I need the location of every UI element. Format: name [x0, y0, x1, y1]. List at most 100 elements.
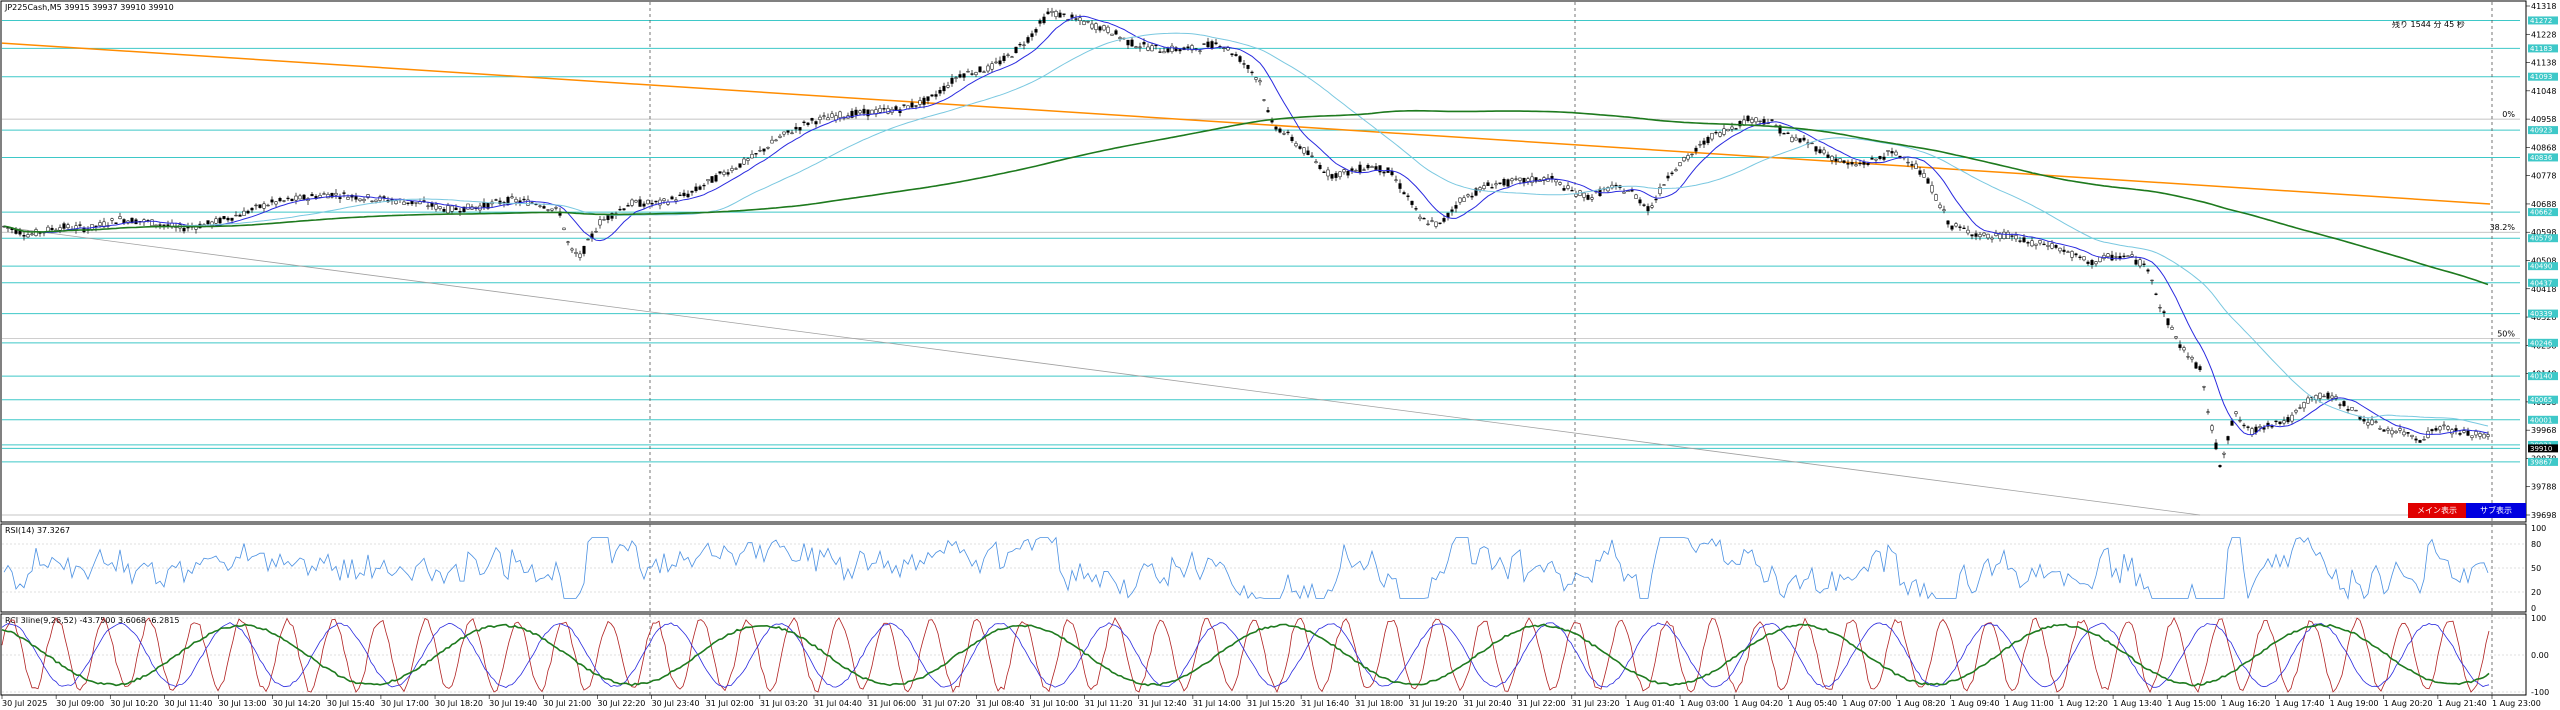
candle-body	[1450, 209, 1454, 212]
candle-body	[2202, 386, 2206, 388]
candle-body	[818, 116, 822, 120]
candle-body	[566, 241, 570, 243]
level-tag	[2528, 44, 2558, 53]
candle-body	[2414, 438, 2418, 441]
candle-body	[2418, 440, 2422, 443]
candle-body	[1870, 157, 1874, 160]
candle-body	[358, 198, 362, 201]
candle-body	[162, 224, 166, 226]
level-tag-label: 40923	[2530, 127, 2552, 135]
candle-body	[1550, 175, 1554, 179]
candle-body	[2118, 256, 2122, 259]
candle-body	[334, 192, 338, 196]
level-tag-label: 40437	[2530, 279, 2552, 287]
candle-body	[2242, 424, 2246, 427]
candle-body	[674, 199, 678, 202]
candle-body	[2174, 336, 2178, 339]
candle-body	[726, 172, 730, 175]
candle-body	[2326, 392, 2330, 399]
level-tag	[2528, 372, 2558, 381]
candle-body	[1190, 45, 1194, 51]
candle-body	[218, 217, 222, 224]
candle-body	[182, 228, 186, 232]
candle-body	[30, 233, 34, 236]
candle-body	[1110, 33, 1114, 36]
candle-body	[770, 139, 774, 144]
candle-body	[1358, 164, 1362, 173]
candle-body	[650, 202, 654, 205]
candle-body	[514, 199, 518, 203]
candle-body	[442, 208, 446, 212]
time-tick-label: 31 Jul 15:20	[1247, 699, 1295, 708]
candle-body	[1226, 47, 1230, 51]
candle-body	[1446, 212, 1450, 218]
candle-body	[2098, 256, 2102, 263]
candle-body	[2318, 392, 2322, 399]
candle-body	[1958, 226, 1962, 228]
main-view-button[interactable]: メイン表示	[2408, 503, 2466, 518]
candle-body	[1678, 162, 1682, 167]
candle-body	[2006, 231, 2010, 239]
candle-body	[786, 130, 790, 133]
candle-body	[994, 61, 998, 64]
price-tick-label: 40418	[2531, 285, 2556, 294]
candle-body	[710, 176, 714, 183]
candle-body	[574, 252, 578, 254]
candle-body	[226, 217, 230, 221]
candle-body	[118, 216, 122, 219]
candle-body	[2050, 243, 2054, 249]
candle-body	[330, 192, 334, 198]
time-tick-label: 31 Jul 16:40	[1301, 699, 1349, 708]
candle-body	[1638, 199, 1642, 204]
candle-body	[910, 102, 914, 108]
candle-body	[1062, 13, 1066, 15]
candle-body	[1022, 44, 1026, 46]
candle-body	[262, 203, 266, 209]
candle-body	[90, 224, 94, 230]
candle-body	[570, 248, 574, 251]
sub-view-button-label: サブ表示	[2480, 505, 2512, 515]
candle-body	[1314, 161, 1318, 164]
candle-body	[366, 194, 370, 198]
candle-body	[2478, 433, 2482, 437]
candle-body	[1738, 121, 1742, 127]
candle-body	[370, 200, 374, 203]
candle-body	[1850, 162, 1854, 165]
time-tick-label: 1 Aug 19:00	[2330, 699, 2379, 708]
candle-body	[2114, 256, 2118, 258]
candle-body	[606, 215, 610, 220]
candle-body	[1786, 132, 1790, 134]
time-tick-label: 1 Aug 05:40	[1788, 699, 1837, 708]
candle-body	[210, 221, 214, 226]
main-panel[interactable]	[0, 0, 2527, 523]
candle-body	[694, 186, 698, 192]
candle-body	[1718, 132, 1722, 137]
candle-body	[2406, 432, 2410, 434]
candle-body	[938, 90, 942, 94]
level-tag	[2528, 126, 2558, 135]
candle-body	[1994, 233, 1998, 236]
level-tag-label: 40662	[2530, 209, 2552, 217]
candle-body	[1586, 195, 1590, 200]
rci-panel[interactable]	[0, 613, 2527, 696]
candle-body	[2014, 235, 2018, 240]
candle-body	[1406, 195, 1410, 198]
candle-body	[362, 199, 366, 202]
price-tick-label: 41138	[2531, 59, 2556, 68]
candle-body	[1686, 155, 1690, 160]
time-tick-label: 30 Jul 17:00	[381, 699, 429, 708]
candle-body	[1366, 164, 1370, 169]
candle-body	[1034, 29, 1038, 33]
candle-body	[946, 85, 950, 88]
candle-body	[310, 194, 314, 197]
candle-body	[1362, 169, 1366, 171]
candle-body	[1566, 185, 1570, 189]
candle-body	[2094, 261, 2098, 265]
time-tick-label: 30 Jul 15:40	[327, 699, 375, 708]
candle-body	[1730, 126, 1734, 130]
fib-label: 50%	[2497, 329, 2515, 338]
sub-view-button[interactable]: サブ表示	[2466, 503, 2526, 518]
candle-body	[2322, 395, 2326, 398]
level-tags: 41272 41183 41093 40923 40836 40662 40579 40490…	[2528, 16, 2558, 466]
